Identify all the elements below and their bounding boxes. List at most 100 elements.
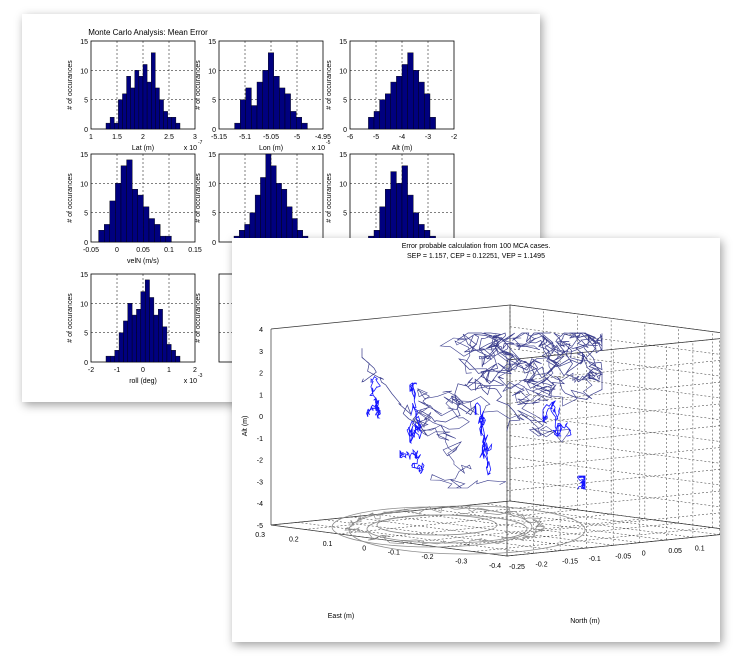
x-axis-label: velN (m/s) <box>127 258 159 265</box>
x-axis-label: roll (deg) <box>129 378 157 385</box>
y-axis-label: # of occurances <box>195 173 202 223</box>
y-tick-label: 10 <box>208 68 216 75</box>
y-tick-label: 0 <box>84 127 88 134</box>
histogram-bar <box>126 159 133 243</box>
floor-grid-line <box>430 508 667 541</box>
histogram-bar <box>120 165 127 243</box>
alt-axis-label: Alt (m) <box>242 416 249 437</box>
north-tick-label: 0 <box>642 551 646 558</box>
north-tick-label: -0.25 <box>509 564 525 571</box>
y-tick-label: 15 <box>208 152 216 159</box>
y-axis-label: # of occurances <box>326 173 333 223</box>
floor-grid-line <box>377 514 614 546</box>
error-cluster-line <box>542 400 572 437</box>
histogram-bar <box>390 171 397 243</box>
x-tick-label: -4 <box>399 134 405 141</box>
x-tick-label: 0.15 <box>188 247 202 254</box>
y-tick-label: 10 <box>339 68 347 75</box>
histogram-bar <box>140 291 146 363</box>
east-tick-label: -0.1 <box>388 550 400 557</box>
error-3d-sheet: Error probable calculation from 100 MCA … <box>232 238 720 642</box>
histogram-bar <box>407 194 414 243</box>
histogram-lat: 0 5 10 15 1 1.5 2 2.5 3 # of occurances Lat (m) x 1… <box>67 39 203 152</box>
ground-projection-traces <box>331 504 586 555</box>
histogram-bar <box>379 99 386 130</box>
error-3d-plot: Error probable calculation from 100 MCA … <box>242 243 720 625</box>
wall-grid-line <box>509 348 720 377</box>
histogram-bar <box>273 76 280 130</box>
x-tick-label: -0.05 <box>83 247 99 254</box>
north-tick-label: -0.2 <box>536 561 548 568</box>
histogram-bar <box>396 76 403 130</box>
histogram-bar <box>245 87 252 130</box>
x-tick-label: -3 <box>425 134 431 141</box>
wall-grid-line <box>506 425 720 448</box>
histogram-bar <box>254 194 261 243</box>
histogram-bar <box>158 309 163 363</box>
y-tick-label: 0 <box>343 127 347 134</box>
y-tick-label: 15 <box>208 39 216 46</box>
wall-grid-line <box>509 457 720 486</box>
histogram-bar <box>131 188 138 243</box>
wall-grid-line <box>506 381 720 404</box>
histogram-bar <box>151 52 156 130</box>
alt-tick-label: 4 <box>259 327 263 334</box>
alt-tick-label: -1 <box>257 436 263 443</box>
histogram-bar <box>118 332 124 363</box>
east-tick-label: 0.1 <box>323 541 333 548</box>
x-tick-label: 3 <box>193 134 197 141</box>
y-axis-label: # of occurances <box>67 60 74 110</box>
histogram-bar <box>114 350 120 363</box>
x-tick-label: 2 <box>193 367 197 374</box>
x-tick-label: 0.1 <box>164 247 174 254</box>
histogram-bar <box>379 206 386 243</box>
histogram-bar <box>265 153 272 243</box>
histogram-bar <box>110 355 115 363</box>
x-tick-label: 1 <box>167 367 171 374</box>
error-cluster-line <box>399 448 425 474</box>
histogram-bar <box>284 93 291 130</box>
north-tick-label: -0.1 <box>589 556 601 563</box>
floor-grid-line <box>372 514 612 539</box>
y-axis-label: # of occurances <box>67 293 74 343</box>
x-tick-label: -5 <box>373 134 379 141</box>
floor-grid-line <box>473 527 713 552</box>
alt-tick-label: -3 <box>257 479 263 486</box>
east-axis-label: East (m) <box>328 613 354 620</box>
histogram-bar <box>134 70 140 130</box>
x-tick-label: 0 <box>141 367 145 374</box>
x-tick-label: 2 <box>141 134 145 141</box>
north-tick-label: 0.05 <box>668 548 682 555</box>
wall-grid-line <box>506 338 720 361</box>
y-axis-label: # of occurances <box>326 60 333 110</box>
histogram-bar <box>296 117 303 130</box>
x-tick-label: 1.5 <box>112 134 122 141</box>
histogram-bar <box>270 165 277 243</box>
x-axis-label: Lat (m) <box>132 145 154 152</box>
histogram-bar <box>114 122 119 130</box>
y-tick-label: 10 <box>208 181 216 188</box>
histogram-bar <box>171 350 176 363</box>
scale-exponent-label: x 10 <box>184 378 197 385</box>
histogram-bar <box>138 76 144 130</box>
histogram-bar <box>122 93 127 130</box>
histogram-bar <box>401 165 408 243</box>
error-cluster-line <box>474 402 493 476</box>
error-cluster-line <box>406 382 422 445</box>
x-tick-label: -2 <box>88 367 94 374</box>
floor-grid-line <box>506 534 720 557</box>
histogram-bar <box>276 183 282 243</box>
x-tick-label: -5.05 <box>263 134 279 141</box>
histogram-bar <box>105 355 111 363</box>
axis-box-edge <box>270 500 511 526</box>
histogram-title: Monte Carlo Analysis: Mean Error <box>88 28 208 37</box>
axis-box-edge <box>506 338 720 361</box>
histogram-bar <box>407 52 414 130</box>
y-tick-label: 10 <box>80 301 88 308</box>
histogram-bar <box>175 122 181 130</box>
north-tick-label: -0.05 <box>615 553 631 560</box>
y-tick-label: 5 <box>84 211 88 218</box>
